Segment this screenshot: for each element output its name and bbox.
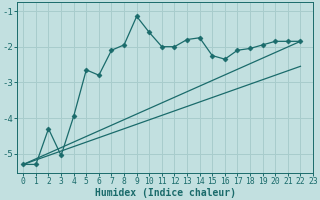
X-axis label: Humidex (Indice chaleur): Humidex (Indice chaleur) — [94, 188, 236, 198]
